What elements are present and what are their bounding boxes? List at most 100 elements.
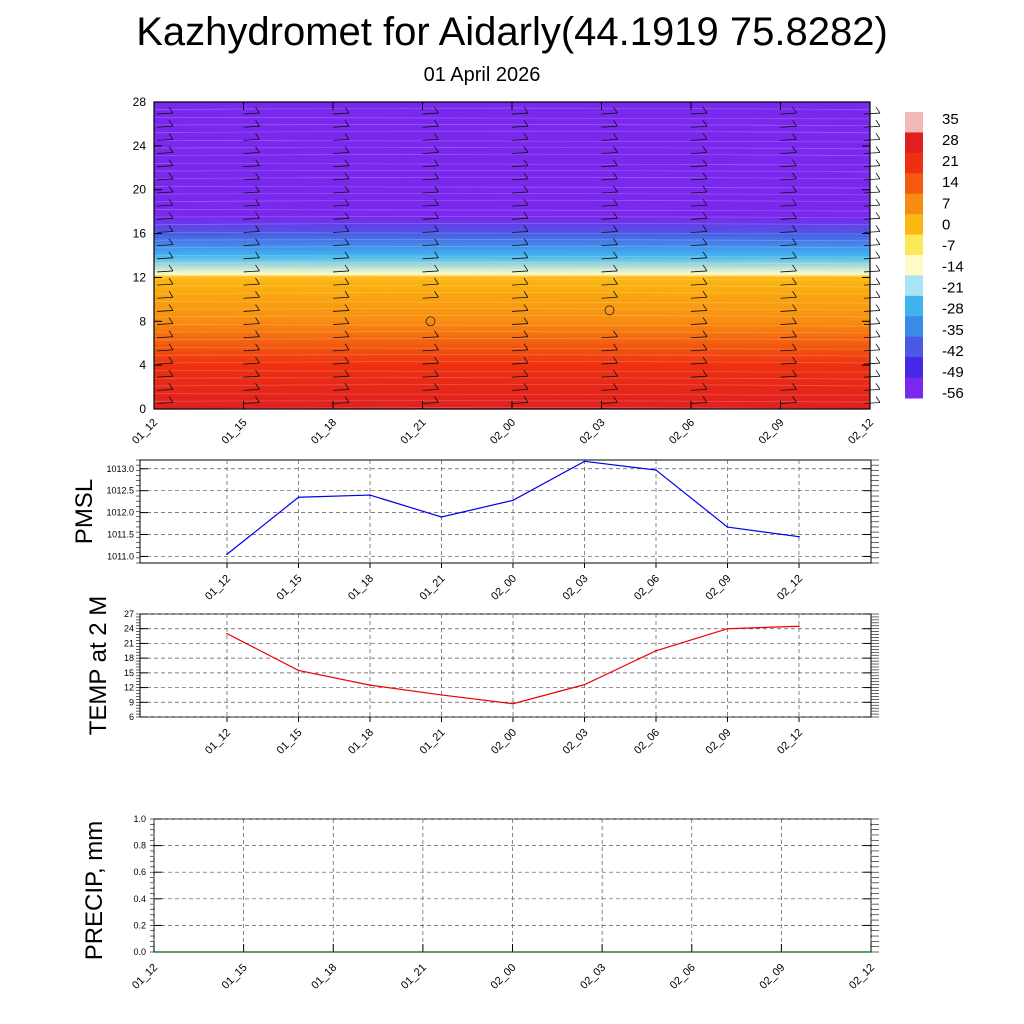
- temp-point: [512, 702, 514, 705]
- colorbar-label: -42: [942, 343, 964, 360]
- wind-barb: [243, 165, 260, 168]
- x-tick-label: 01_15: [220, 962, 250, 992]
- wind-barb-feather: [434, 225, 439, 232]
- wind-barb: [332, 296, 350, 299]
- wind-barb-feather: [523, 238, 529, 245]
- pmsl-point: [226, 553, 228, 556]
- wind-barb: [243, 388, 260, 391]
- wind-barb-feather: [875, 133, 881, 140]
- wind-barb-feather: [255, 343, 260, 351]
- wind-barb: [863, 165, 881, 168]
- x-tick-label: 02_03: [561, 727, 591, 757]
- wind-barb-feather: [434, 159, 439, 166]
- wind-barb: [422, 138, 439, 141]
- wind-barb-feather: [255, 106, 260, 114]
- wind-barb: [780, 336, 797, 339]
- wind-barb: [422, 217, 439, 220]
- y-tick-label: 0.2: [133, 920, 146, 930]
- wind-barb-feather: [344, 119, 350, 127]
- wind-barb: [243, 323, 260, 325]
- wind-barb-feather: [702, 264, 708, 272]
- wind-barb-feather: [702, 212, 708, 219]
- y-tick-label: 0.6: [133, 867, 146, 877]
- wind-barb: [511, 178, 529, 181]
- colorbar-swatch: [905, 357, 923, 379]
- contour-line: [153, 239, 871, 242]
- wind-barb: [332, 388, 350, 391]
- colorbar-label: -14: [942, 259, 964, 276]
- wind-barb-feather: [702, 119, 708, 127]
- temp-point: [798, 625, 800, 628]
- wind-barb-feather: [255, 172, 260, 180]
- wind-barb: [863, 138, 881, 141]
- wind-barb: [863, 323, 881, 325]
- contour-line: [153, 147, 871, 150]
- wind-barb: [332, 402, 350, 404]
- wind-barb-feather: [523, 291, 529, 298]
- wind-barb-feather: [702, 133, 708, 140]
- wind-barb-feather: [702, 106, 708, 114]
- colorbar-label: -49: [942, 364, 964, 381]
- x-tick-label: 01_21: [418, 727, 448, 757]
- temp-panel: 6 9 12 15 18 21 24 27 01_12 01_15 01_18 01_21 02_00 0…: [85, 596, 879, 757]
- wind-barb-feather: [702, 291, 708, 298]
- wind-barb-feather: [702, 277, 708, 285]
- wind-barb-feather: [613, 185, 618, 193]
- wind-barb-feather: [613, 396, 618, 403]
- y-tick-label: 1012.5: [106, 486, 134, 496]
- wind-barb: [780, 204, 797, 207]
- wind-barb: [422, 283, 439, 286]
- contour-line: [153, 245, 871, 249]
- colorbar-label: -56: [942, 385, 964, 402]
- wind-barb: [243, 310, 260, 312]
- wind-barb-feather: [168, 330, 174, 337]
- colorbar-label: -21: [942, 280, 964, 297]
- wind-barb: [156, 402, 174, 404]
- wind-barb-feather: [613, 106, 618, 114]
- wind-barb-feather: [792, 369, 797, 377]
- wind-barb: [863, 362, 881, 365]
- y-tick-label: 1011.5: [107, 530, 134, 540]
- x-tick-label: 01_12: [130, 962, 160, 992]
- plot-frame: [139, 613, 872, 718]
- x-tick-label: 01_12: [203, 727, 233, 757]
- wind-barb: [780, 138, 797, 141]
- x-tick-label: 02_03: [561, 573, 591, 603]
- wind-barb-feather: [875, 264, 881, 272]
- wind-barb: [601, 191, 618, 194]
- wind-barb: [601, 388, 618, 391]
- wind-barb-feather: [523, 369, 529, 377]
- temp-point: [726, 627, 729, 630]
- wind-barb: [422, 191, 439, 194]
- wind-barb-feather: [523, 159, 529, 166]
- wind-barb-feather: [875, 146, 881, 153]
- wind-barb-feather: [702, 198, 708, 206]
- contour-line: [153, 291, 871, 295]
- wind-barb-feather: [255, 119, 260, 127]
- wind-barb-feather: [434, 133, 439, 140]
- wind-barb-feather: [792, 119, 797, 127]
- wind-barb-feather: [434, 251, 439, 259]
- wind-barb: [332, 270, 350, 273]
- y-tick-label: 0.8: [133, 841, 146, 851]
- wind-barb: [601, 349, 618, 352]
- wind-barb-feather: [255, 238, 260, 245]
- temp-point: [583, 683, 586, 686]
- wind-barb: [863, 388, 881, 391]
- x-tick-label: 02_12: [775, 573, 805, 603]
- wind-barb-feather: [613, 330, 618, 337]
- wind-barb-feather: [434, 238, 439, 245]
- wind-barb-feather: [792, 291, 797, 298]
- contour-line: [153, 285, 871, 288]
- wind-barb-feather: [255, 133, 260, 140]
- x-tick-label: 02_00: [489, 573, 519, 603]
- wind-barb: [690, 388, 708, 391]
- y-tick-label: 4: [139, 358, 146, 372]
- wind-barb: [156, 165, 174, 168]
- wind-barb-feather: [434, 383, 439, 390]
- wind-barb: [332, 152, 350, 154]
- wind-barb: [422, 362, 439, 365]
- contour-line: [153, 384, 871, 387]
- wind-barb: [422, 296, 439, 299]
- precip-panel: 0.0 0.2 0.4 0.6 0.8 1.0 01_12 01_15 01_18 01_21 02…: [81, 814, 879, 992]
